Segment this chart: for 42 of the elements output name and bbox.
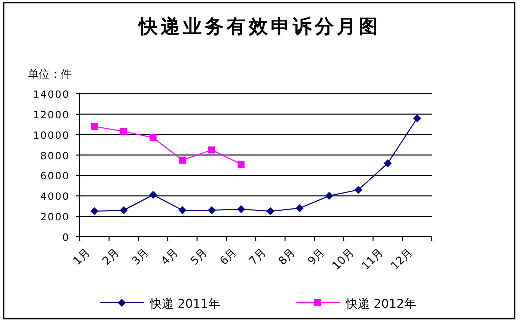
y-tick-label: 4000 xyxy=(40,192,70,204)
point xyxy=(237,205,246,214)
x-tick-label: 12月 xyxy=(388,246,416,273)
point xyxy=(150,134,157,142)
point xyxy=(413,114,422,123)
point xyxy=(208,146,216,154)
point xyxy=(149,191,158,200)
point xyxy=(178,206,187,214)
point xyxy=(91,123,98,130)
point xyxy=(266,207,275,216)
point xyxy=(120,206,128,214)
x-tick-label: 1月 xyxy=(70,246,93,268)
y-tick-label: 0 xyxy=(62,233,70,244)
point xyxy=(238,160,245,168)
point xyxy=(179,156,186,164)
legend-label: 快递 2011年 xyxy=(149,297,220,311)
x-tick-label: 10月 xyxy=(330,246,357,273)
y-axis-title: 单位：件 xyxy=(28,68,72,81)
x-tick-label: 6月 xyxy=(218,246,240,268)
point xyxy=(296,204,304,212)
point xyxy=(90,207,99,216)
y-tick-label: 12000 xyxy=(33,110,70,122)
y-tick-label: 14000 xyxy=(33,90,70,101)
x-tick-label: 5月 xyxy=(188,246,210,268)
x-tick-label: 2月 xyxy=(100,246,122,268)
point xyxy=(384,159,392,168)
point xyxy=(120,128,128,136)
x-tick-label: 3月 xyxy=(130,246,152,268)
x-tick-label: 11月 xyxy=(359,246,386,273)
point xyxy=(354,186,363,194)
y-tick-label: 6000 xyxy=(40,172,70,183)
point xyxy=(325,192,334,200)
x-tick-label: 8月 xyxy=(276,246,298,268)
point xyxy=(208,206,216,214)
y-tick-label: 8000 xyxy=(40,151,70,162)
x-tick-label: 4月 xyxy=(158,246,181,268)
x-tick-label: 9月 xyxy=(306,246,328,268)
y-tick-label: 2000 xyxy=(40,212,70,224)
y-tick-label: 10000 xyxy=(33,130,70,142)
legend-label: 快递 2012年 xyxy=(345,297,416,311)
x-tick-label: 7月 xyxy=(246,246,269,268)
chart-title: 快递业务有效申诉分月图 xyxy=(137,16,381,38)
